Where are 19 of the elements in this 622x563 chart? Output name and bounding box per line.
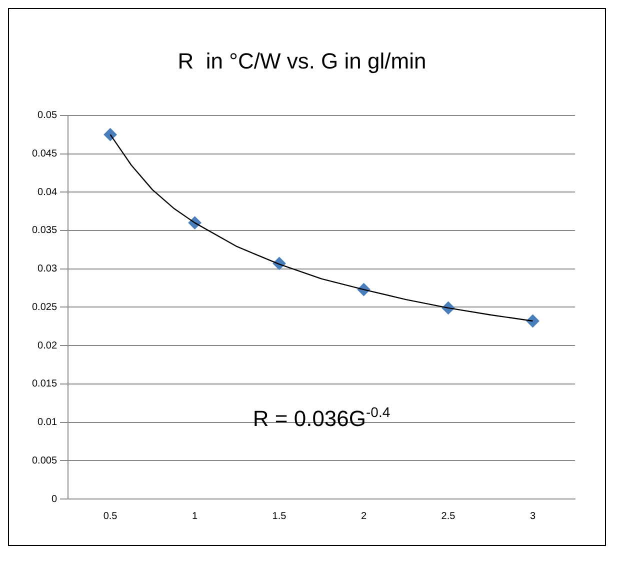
y-tick-label: 0.035 — [32, 225, 58, 236]
x-tick-label: 0.5 — [103, 510, 118, 522]
y-tick-label: 0.005 — [32, 455, 58, 466]
y-tick-label: 0 — [51, 494, 58, 505]
x-tick-label: 3 — [530, 510, 536, 522]
y-tick-label: 0.025 — [32, 302, 58, 313]
y-tick-label: 0.02 — [38, 340, 58, 352]
x-tick-label: 1.5 — [272, 510, 287, 522]
y-tick-label: 0.045 — [32, 148, 58, 160]
y-tick-label: 0.01 — [38, 417, 58, 428]
y-tick-label: 0.015 — [32, 378, 58, 390]
x-tick-label: 2.5 — [441, 510, 456, 522]
x-tick-label: 2 — [360, 510, 367, 522]
y-tick-label: 0.03 — [38, 264, 58, 275]
y-tick-label: 0.05 — [38, 110, 58, 122]
x-tick-label: 1 — [192, 510, 198, 522]
point — [104, 128, 117, 142]
y-tick-label: 0.04 — [38, 186, 58, 198]
chart-title: R in °C/W vs. G in gl/min — [178, 48, 426, 74]
